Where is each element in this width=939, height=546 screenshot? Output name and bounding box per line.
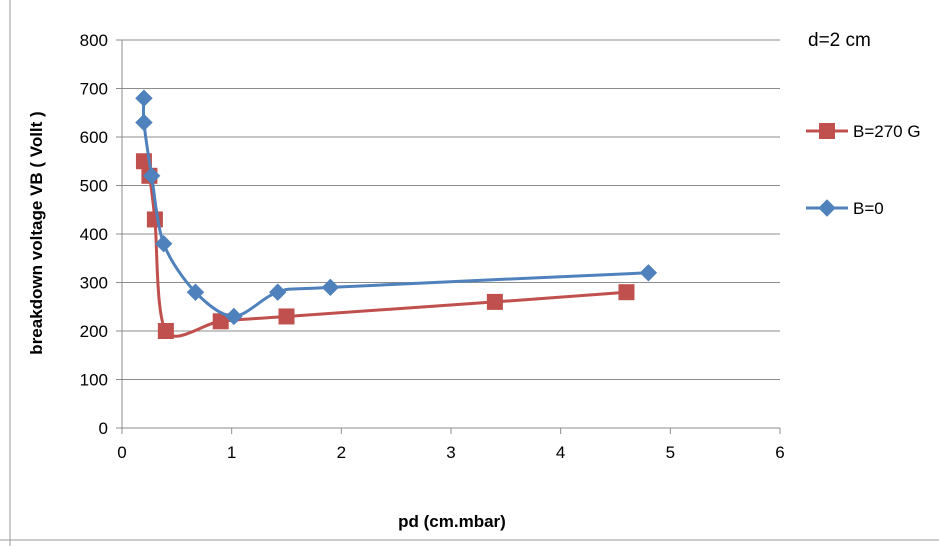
y-tick-label: 800 (80, 31, 108, 50)
legend-label: B=0 (853, 199, 884, 218)
x-tick-label: 6 (775, 443, 784, 462)
x-tick-label: 4 (556, 443, 565, 462)
data-point-b270 (158, 324, 173, 339)
legend-item-b270: B=270 G (806, 122, 921, 141)
legend-label: B=270 G (853, 122, 921, 141)
x-tick-label: 5 (666, 443, 675, 462)
y-tick-label: 600 (80, 128, 108, 147)
y-tick-label: 200 (80, 322, 108, 341)
x-axis-title: pd (cm.mbar) (398, 512, 506, 531)
y-tick-label: 400 (80, 225, 108, 244)
y-tick-label: 500 (80, 177, 108, 196)
y-tick-label: 700 (80, 80, 108, 99)
x-tick-label: 0 (117, 443, 126, 462)
x-tick-label: 3 (446, 443, 455, 462)
y-tick-label: 0 (99, 419, 108, 438)
x-tick-label: 1 (227, 443, 236, 462)
data-point-b270 (487, 294, 502, 309)
y-axis-title: breakdown voltage VB ( Vollt ) (27, 111, 46, 354)
y-tick-label: 100 (80, 371, 108, 390)
data-point-b270 (619, 285, 634, 300)
data-point-b270 (279, 309, 294, 324)
annotation-label: d=2 cm (808, 30, 871, 51)
y-tick-label: 300 (80, 274, 108, 293)
legend-swatch-marker (820, 124, 835, 139)
x-tick-label: 2 (337, 443, 346, 462)
